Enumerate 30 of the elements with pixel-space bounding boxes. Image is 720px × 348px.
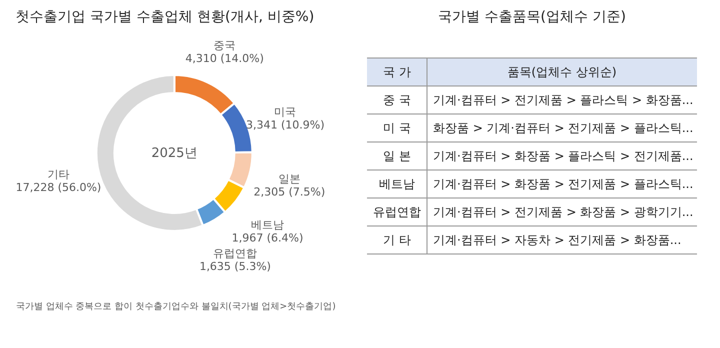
slice-label: 미국 — [274, 106, 296, 119]
slice-label: 일본 — [278, 172, 300, 186]
data-label: 17,228 (56.0%) — [16, 180, 102, 194]
data-label: 4,310 (14.0%) — [185, 52, 264, 66]
text: 기계·컴퓨터 > 전기제품 > 화장품 > 광학기기... — [433, 205, 694, 219]
text: 베트남 — [379, 177, 415, 191]
data-label: 1,967 (6.4%) — [232, 232, 304, 245]
text: 일 본 — [383, 149, 411, 163]
text: 미 국 — [383, 121, 411, 135]
data-label: 2,305 (7.5%) — [254, 185, 326, 198]
text: 유럽연합 — [373, 205, 421, 219]
text: 2025년 — [151, 146, 198, 161]
text: 기계·컴퓨터 > 화장품 > 플라스틱 > 전기제품... — [433, 149, 694, 163]
text: 국가별 수출품목(업체수 기준) — [438, 9, 626, 25]
slice-label: 베트남 — [250, 218, 284, 232]
text: 국가별 업체수 중복으로 합이 첫수출기업수와 불일치(국가별 업체>첫수출기업) — [16, 302, 336, 312]
text: 중 국 — [383, 93, 411, 107]
data-label: 1,635 (5.3%) — [199, 260, 271, 274]
text: 국 가 — [383, 65, 411, 79]
data-label: 3,341 (10.9%) — [246, 118, 324, 132]
text: 기계·컴퓨터 > 자동차 > 전기제품 > 화장품... — [433, 233, 682, 247]
chart-title: 첫수출기업 국가별 수출업체 현황(개사, 비중%) — [16, 9, 314, 25]
text: 화장품 > 기계·컴퓨터 > 전기제품 > 플라스틱... — [433, 121, 694, 135]
slice-label: 기타 — [47, 168, 70, 181]
slice-label: 유럽연합 — [213, 247, 258, 260]
text: 품목(업체수 상위순) — [507, 65, 617, 79]
slice-label: 중국 — [214, 39, 236, 52]
text: 기계·컴퓨터 > 화장품 > 전기제품 > 플라스틱... — [433, 177, 694, 191]
text: 기계·컴퓨터 > 전기제품 > 플라스틱 > 화장품... — [433, 93, 694, 107]
text: 기 타 — [383, 233, 411, 247]
